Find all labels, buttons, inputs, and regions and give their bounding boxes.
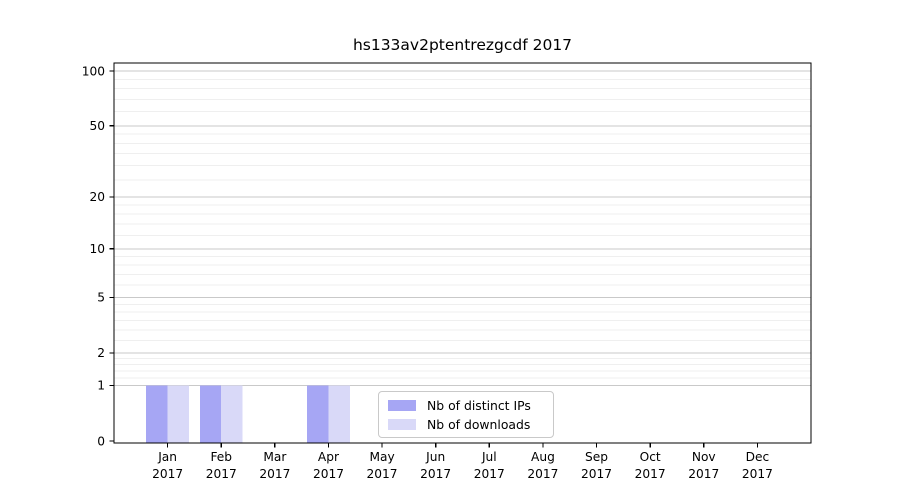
x-tick-label-year: 2017	[635, 467, 666, 481]
y-tick-label: 50	[89, 119, 105, 133]
x-tick-label-year: 2017	[259, 467, 290, 481]
x-tick-label-year: 2017	[206, 467, 237, 481]
plot-frame	[113, 62, 812, 444]
x-tick-label-year: 2017	[688, 467, 719, 481]
x-tick-label-month: Dec	[746, 450, 770, 464]
x-tick-label-year: 2017	[474, 467, 505, 481]
y-tick-label: 100	[82, 64, 105, 78]
x-tick-label-month: Feb	[210, 450, 232, 464]
x-tick-label-month: May	[369, 450, 394, 464]
y-tick-label: 20	[89, 190, 105, 204]
x-tick-label-month: Jan	[157, 450, 177, 464]
y-tick-label: 10	[89, 242, 105, 256]
x-tick-label-year: 2017	[527, 467, 558, 481]
x-tick-label-year: 2017	[581, 467, 612, 481]
legend-swatch-distinct-ips-icon	[388, 399, 416, 411]
y-tick-label: 5	[97, 291, 105, 305]
y-tick-label: 1	[97, 379, 105, 393]
y-tick-label: 0	[97, 434, 105, 448]
x-tick-label-month: Jun	[425, 450, 445, 464]
x-tick-label-year: 2017	[742, 467, 773, 481]
x-tick-label-month: Oct	[640, 450, 661, 464]
bar-distinct-ips	[199, 385, 222, 443]
bar-distinct-ips	[146, 385, 168, 443]
legend: Nb of distinct IPs Nb of downloads	[378, 391, 554, 438]
chart-title: hs133av2ptentrezgcdf 2017	[352, 36, 573, 54]
legend-swatch-downloads-icon	[388, 418, 416, 430]
x-tick-label-month: Mar	[263, 450, 287, 464]
x-tick-label-month: Jul	[481, 450, 497, 464]
bar-distinct-ips	[307, 385, 329, 443]
x-tick-label-month: Nov	[692, 450, 716, 464]
legend-label-downloads: Nb of downloads	[427, 416, 531, 432]
x-tick-label-year: 2017	[152, 467, 183, 481]
legend-entry: Nb of downloads	[388, 417, 553, 432]
x-tick-label-year: 2017	[367, 467, 398, 481]
x-tick-label-month: Sep	[585, 450, 608, 464]
bar-downloads	[167, 385, 190, 443]
bar-downloads	[328, 385, 350, 443]
x-tick-label-month: Apr	[318, 450, 340, 464]
x-tick-label-year: 2017	[420, 467, 451, 481]
y-tick-label: 2	[97, 346, 105, 360]
bar-downloads	[221, 385, 243, 443]
legend-entry: Nb of distinct IPs	[388, 398, 553, 413]
x-tick-label-month: Aug	[531, 450, 555, 464]
legend-label-distinct-ips: Nb of distinct IPs	[427, 397, 531, 413]
x-tick-label-year: 2017	[313, 467, 344, 481]
